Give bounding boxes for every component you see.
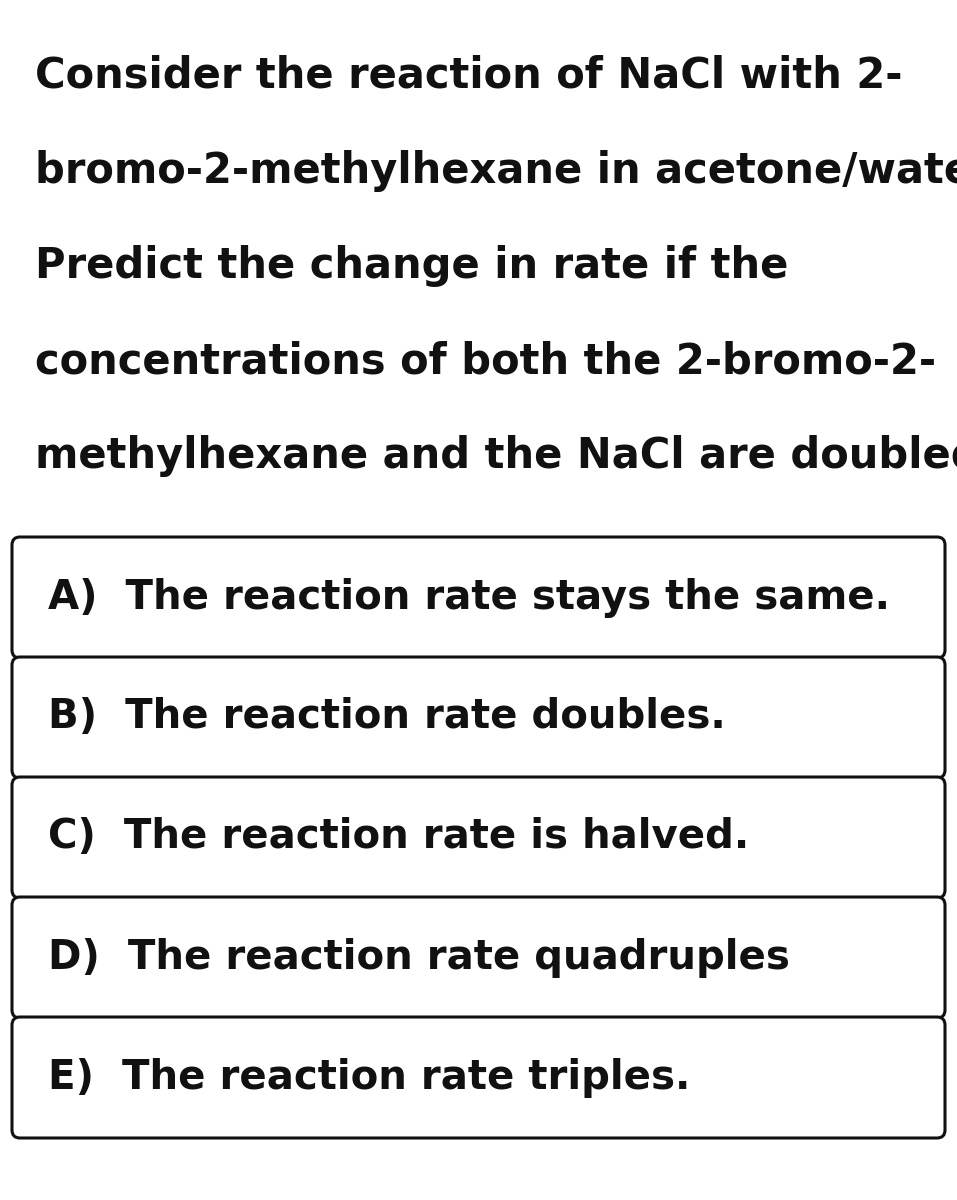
Text: bromo-2-methylhexane in acetone/water.: bromo-2-methylhexane in acetone/water. bbox=[35, 150, 957, 192]
Text: concentrations of both the 2-bromo-2-: concentrations of both the 2-bromo-2- bbox=[35, 340, 936, 382]
Text: Consider the reaction of NaCl with 2-: Consider the reaction of NaCl with 2- bbox=[35, 55, 902, 97]
Text: C)  The reaction rate is halved.: C) The reaction rate is halved. bbox=[48, 817, 749, 858]
FancyBboxPatch shape bbox=[12, 1018, 945, 1138]
FancyBboxPatch shape bbox=[12, 778, 945, 898]
FancyBboxPatch shape bbox=[12, 898, 945, 1018]
Text: B)  The reaction rate doubles.: B) The reaction rate doubles. bbox=[48, 697, 725, 738]
Text: D)  The reaction rate quadruples: D) The reaction rate quadruples bbox=[48, 937, 790, 978]
FancyBboxPatch shape bbox=[12, 658, 945, 778]
Text: A)  The reaction rate stays the same.: A) The reaction rate stays the same. bbox=[48, 577, 890, 618]
Text: methylhexane and the NaCl are doubled.: methylhexane and the NaCl are doubled. bbox=[35, 434, 957, 476]
Text: Predict the change in rate if the: Predict the change in rate if the bbox=[35, 245, 789, 287]
FancyBboxPatch shape bbox=[12, 538, 945, 658]
Text: E)  The reaction rate triples.: E) The reaction rate triples. bbox=[48, 1057, 690, 1098]
